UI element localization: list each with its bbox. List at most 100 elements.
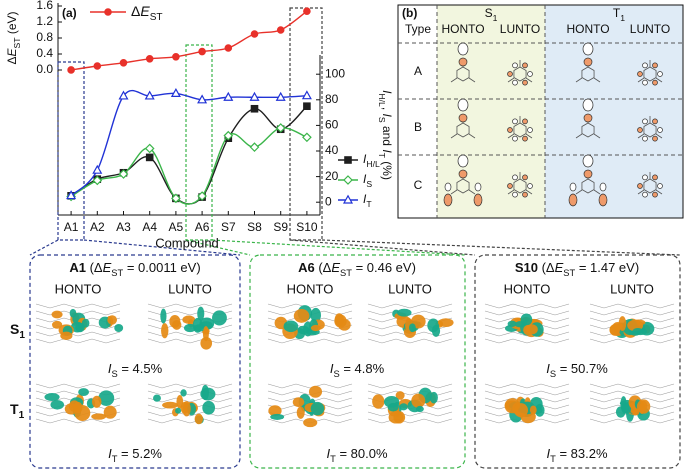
lobe <box>652 62 658 69</box>
text-part: T <box>613 6 621 20</box>
ring <box>643 122 657 138</box>
bond <box>468 133 476 139</box>
skeleton <box>267 303 353 309</box>
lobe <box>192 317 203 333</box>
skeleton <box>589 310 675 316</box>
lobe <box>642 174 648 181</box>
skeleton <box>484 331 570 337</box>
text-part: S <box>366 179 372 189</box>
skeleton <box>147 383 233 389</box>
lobe <box>270 413 285 420</box>
marker <box>92 164 103 174</box>
text-part: S <box>10 321 19 337</box>
lobe <box>160 308 167 324</box>
text-part: S <box>485 6 493 20</box>
lobe <box>621 402 629 414</box>
lobe <box>527 71 533 77</box>
text-part: I <box>380 90 394 94</box>
lobe <box>303 417 318 428</box>
column-header: HONTO <box>441 22 484 36</box>
panel-b-frame <box>397 4 684 219</box>
text-part: H/L <box>377 93 387 107</box>
bond <box>593 189 601 195</box>
lobe <box>200 336 213 350</box>
bond <box>575 189 583 195</box>
lobe <box>637 71 643 77</box>
orbital-image <box>147 383 233 425</box>
series-line <box>70 10 308 71</box>
lobe <box>293 308 310 323</box>
skeleton <box>147 303 233 309</box>
panel-title: S10 (ΔEST = 1.47 eV) <box>515 260 639 278</box>
text-part: = 1.47 eV) <box>575 260 639 275</box>
lobe <box>527 183 533 189</box>
marker <box>172 52 180 61</box>
row-label: B <box>414 120 422 134</box>
text-part: S10 <box>515 260 538 275</box>
x-tick-label: A1 <box>64 220 79 234</box>
skeleton <box>147 390 233 396</box>
skeleton <box>484 383 570 389</box>
skeleton <box>147 331 233 337</box>
bond <box>525 77 533 83</box>
skeleton <box>367 383 453 389</box>
y2-tick-label: 100 <box>325 66 345 80</box>
marker <box>67 66 75 74</box>
text-part: A1 <box>69 260 86 275</box>
bond <box>655 77 663 83</box>
lobe <box>642 118 648 125</box>
molecule <box>575 98 601 139</box>
text-part: ST <box>12 37 22 49</box>
lobe <box>583 57 593 67</box>
skeleton <box>484 303 570 309</box>
lobe <box>512 79 518 86</box>
lobe <box>457 98 469 112</box>
bond <box>575 77 583 83</box>
lobe <box>507 320 517 327</box>
lobe <box>582 42 594 56</box>
state-label: T1 <box>10 401 25 421</box>
skeleton <box>589 338 675 344</box>
lobe <box>569 182 577 192</box>
lobe <box>197 306 205 321</box>
lobe <box>457 42 469 56</box>
y-axis-title: ΔEST (eV) <box>5 11 22 64</box>
lobe <box>522 191 528 198</box>
skeleton <box>267 331 353 337</box>
lobe <box>657 183 663 189</box>
y-tick-label: 0.8 <box>36 30 53 44</box>
bond <box>655 133 663 139</box>
text-part: = 0.0011 eV) <box>123 260 200 275</box>
lobe <box>512 191 518 198</box>
bond <box>450 189 458 195</box>
text-part: I <box>363 152 367 166</box>
text-part: , <box>380 107 394 114</box>
text-part: S <box>550 369 556 379</box>
lobe <box>582 154 594 168</box>
lobe <box>527 127 533 133</box>
lobe <box>162 401 179 409</box>
lobe <box>51 310 63 319</box>
x-tick-label: S10 <box>296 220 318 234</box>
lobe <box>522 62 528 69</box>
text-part: = 80.0% <box>336 446 388 461</box>
lobe <box>415 405 424 413</box>
marker <box>249 142 260 153</box>
y2-tick-label: 20 <box>325 169 339 183</box>
lobe <box>642 79 648 86</box>
bond <box>637 77 645 83</box>
marker <box>275 123 286 133</box>
bond <box>450 77 458 83</box>
molecule <box>443 154 483 207</box>
lobe <box>642 135 648 142</box>
lobe <box>657 71 663 77</box>
lobe <box>395 391 405 400</box>
skeleton <box>35 418 121 424</box>
column-header: LUNTO <box>500 22 540 36</box>
ring <box>513 122 527 138</box>
skeleton <box>35 383 121 389</box>
lobe <box>409 323 416 333</box>
text-part: (Δ <box>86 260 103 275</box>
y-tick-label: 0.0 <box>36 62 53 76</box>
text-part: A6 <box>298 260 315 275</box>
